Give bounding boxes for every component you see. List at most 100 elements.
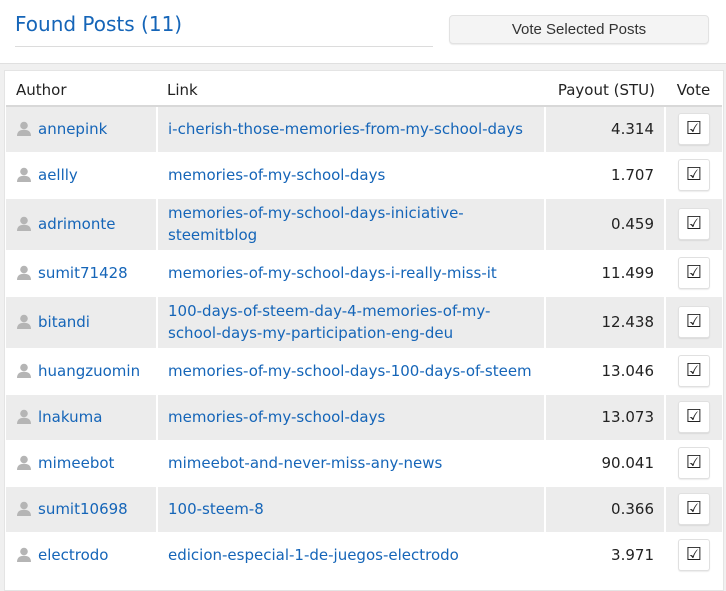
author-link[interactable]: huangzuomin [38,362,141,380]
user-icon [16,455,32,470]
vote-cell: ☑ [665,440,722,487]
vote-cell: ☑ [665,106,722,153]
vote-checkbox-icon[interactable]: ☑ [678,401,710,433]
vote-checkbox-icon[interactable]: ☑ [678,306,710,338]
header-panel: Found Posts (11) Vote Selected Posts [0,0,726,64]
user-icon [16,167,32,182]
link-cell: memories-of-my-school-days [157,394,546,441]
author-link[interactable]: electrodo [38,546,109,564]
vote-cell: ☑ [665,394,722,441]
payout-cell: 0.459 [545,198,666,251]
user-icon [16,121,32,137]
vote-cell: ☑ [665,250,722,297]
post-link[interactable]: 100-days-of-steem-day-4-memories-of-my-s… [168,302,491,342]
author-link[interactable]: lnakuma [38,408,103,426]
author-cell: mimeebot [6,440,158,487]
table-row: adrimonte memories-of-my-school-days-inic… [6,198,722,251]
post-link[interactable]: mimeebot-and-never-miss-any-news [168,454,443,472]
author-cell: sumit71428 [6,250,158,297]
author-cell: huangzuomin [6,348,158,395]
table-row: aellly memories-of-my-school-days 1.707 ☑ [6,152,722,199]
title-divider [15,46,433,47]
author-cell: annepink [6,106,158,153]
payout-cell: 90.041 [545,440,666,487]
post-link[interactable]: 100-steem-8 [168,500,264,518]
vote-checkbox-icon[interactable]: ☑ [678,159,710,191]
column-header-vote: Vote [665,74,722,107]
table-row: sumit71428 memories-of-my-school-days-i-r… [6,250,722,297]
link-cell: 100-steem-8 [157,486,546,533]
user-icon [16,409,32,424]
author-link[interactable]: adrimonte [38,215,116,233]
posts-table-body: annepink i-cherish-those-memories-from-my… [6,106,722,579]
user-icon [16,216,32,231]
vote-cell: ☑ [665,296,722,349]
table-row: mimeebot mimeebot-and-never-miss-any-news… [6,440,722,487]
table-row: lnakuma memories-of-my-school-days 13.073 ☑ [6,394,722,441]
vote-cell: ☑ [665,532,722,579]
table-row: electrodo edicion-especial-1-de-juegos-el… [6,532,722,579]
author-link[interactable]: annepink [38,120,108,139]
payout-cell: 13.046 [545,348,666,395]
post-link[interactable]: memories-of-my-school-days [168,166,386,184]
author-cell: sumit10698 [6,486,158,533]
payout-cell: 0.366 [545,486,666,533]
link-cell: memories-of-my-school-days-iniciative-st… [157,198,546,251]
vote-checkbox-icon[interactable]: ☑ [678,208,710,240]
user-icon [16,501,32,516]
author-link[interactable]: sumit10698 [38,500,128,518]
page-title: Found Posts (11) [15,12,183,36]
author-cell: bitandi [6,296,158,349]
user-icon [16,314,32,329]
link-cell: mimeebot-and-never-miss-any-news [157,440,546,487]
vote-checkbox-icon[interactable]: ☑ [678,493,710,525]
post-link[interactable]: memories-of-my-school-days [168,408,386,426]
payout-cell: 1.707 [545,152,666,199]
vote-checkbox-icon[interactable]: ☑ [678,447,710,479]
link-cell: edicion-especial-1-de-juegos-electrodo [157,532,546,579]
link-cell: memories-of-my-school-days [157,152,546,199]
vote-checkbox-icon[interactable]: ☑ [678,355,710,387]
vote-cell: ☑ [665,152,722,199]
payout-cell: 3.971 [545,532,666,579]
author-cell: adrimonte [6,198,158,251]
author-cell: electrodo [6,532,158,579]
payout-cell: 12.438 [545,296,666,349]
author-link[interactable]: aellly [38,166,78,184]
link-cell: 100-days-of-steem-day-4-memories-of-my-s… [157,296,546,349]
link-cell: i-cherish-those-memories-from-my-school-… [157,106,546,153]
author-link[interactable]: sumit71428 [38,264,128,282]
post-link[interactable]: memories-of-my-school-days-100-days-of-s… [168,362,532,380]
column-header-link: Link [157,74,545,107]
vote-checkbox-icon[interactable]: ☑ [678,257,710,289]
column-header-payout: Payout (STU) [545,74,665,107]
payout-cell: 11.499 [545,250,666,297]
author-link[interactable]: mimeebot [38,454,115,472]
table-row: huangzuomin memories-of-my-school-days-10… [6,348,722,395]
user-icon [16,265,32,280]
vote-cell: ☑ [665,348,722,395]
link-cell: memories-of-my-school-days-100-days-of-s… [157,348,546,395]
author-link[interactable]: bitandi [38,313,90,331]
table-row: sumit10698 100-steem-8 0.366 ☑ [6,486,722,533]
author-cell: aellly [6,152,158,199]
post-link[interactable]: i-cherish-those-memories-from-my-school-… [168,120,523,139]
posts-table-panel: Author Link Payout (STU) Vote annepink i-… [4,70,724,591]
link-cell: memories-of-my-school-days-i-really-miss… [157,250,546,297]
vote-cell: ☑ [665,198,722,251]
post-link[interactable]: edicion-especial-1-de-juegos-electrodo [168,546,459,564]
payout-cell: 4.314 [545,106,666,153]
post-link[interactable]: memories-of-my-school-days-iniciative-st… [168,204,464,244]
column-header-author: Author [6,74,157,107]
vote-selected-posts-button[interactable]: Vote Selected Posts [449,15,709,44]
vote-checkbox-icon[interactable]: ☑ [678,113,710,146]
vote-checkbox-icon[interactable]: ☑ [678,539,710,571]
payout-cell: 13.073 [545,394,666,441]
user-icon [16,363,32,378]
table-header-row: Author Link Payout (STU) Vote [6,74,722,107]
table-row: bitandi 100-days-of-steem-day-4-memories-… [6,296,722,349]
author-cell: lnakuma [6,394,158,441]
post-link[interactable]: memories-of-my-school-days-i-really-miss… [168,264,497,282]
user-icon [16,547,32,562]
posts-table: Author Link Payout (STU) Vote annepink i-… [6,74,722,579]
